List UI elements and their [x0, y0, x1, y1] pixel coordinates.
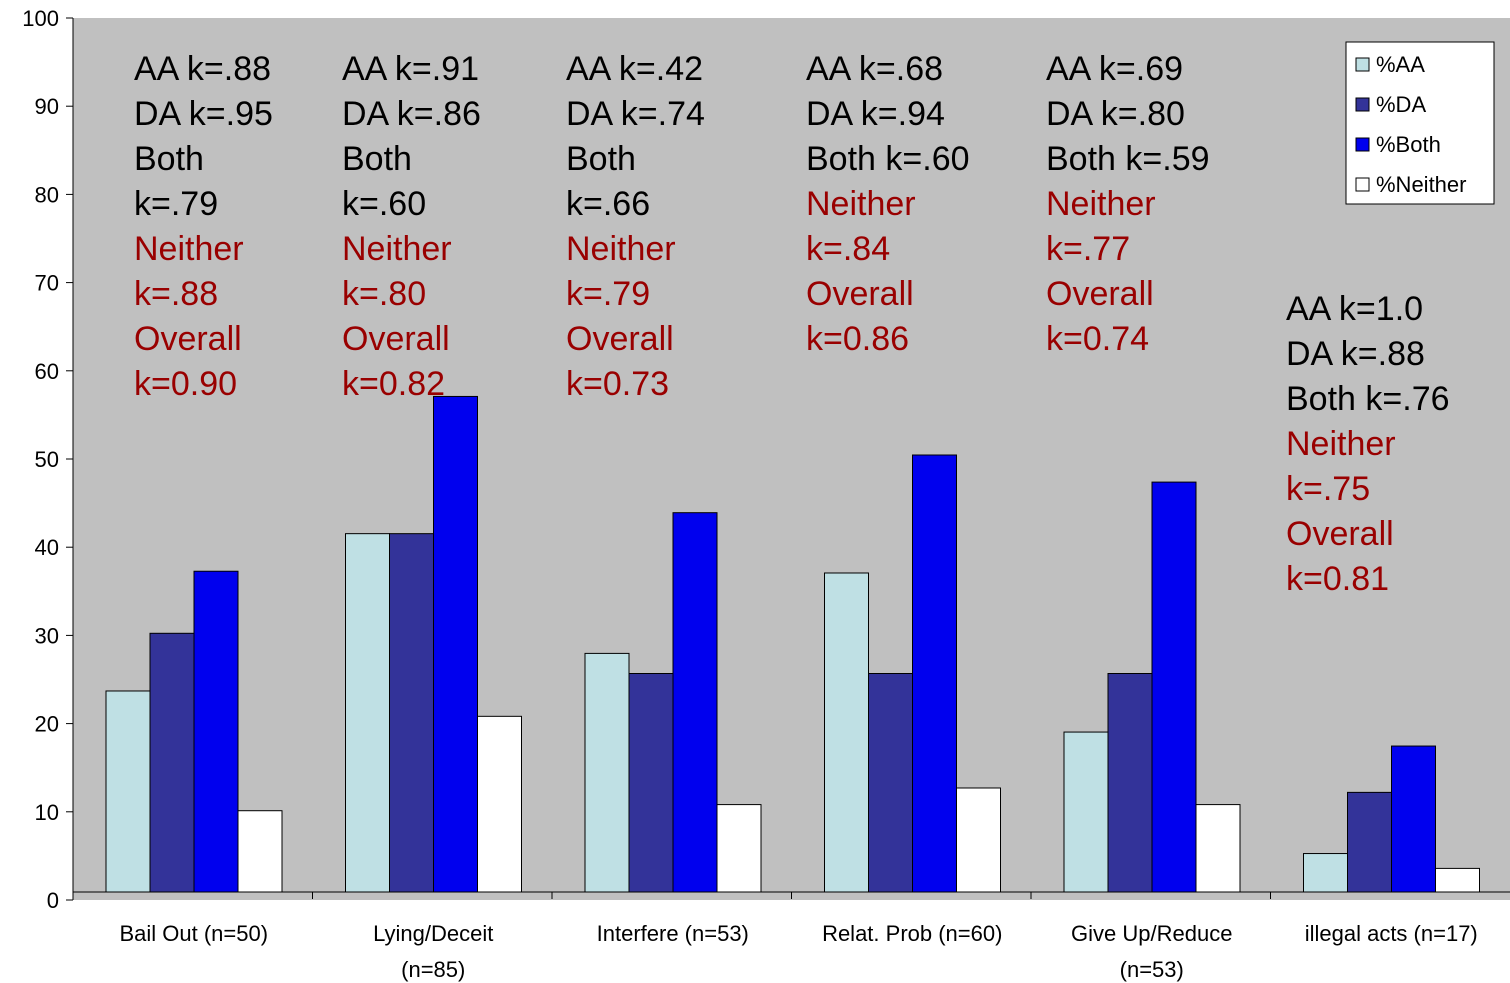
- legend-swatch: [1355, 137, 1370, 152]
- kappa-annotation: k=.79: [134, 185, 218, 223]
- kappa-annotation: Overall: [1046, 275, 1154, 313]
- kappa-annotation: Both: [342, 140, 412, 178]
- bar-neither: [1195, 804, 1241, 893]
- legend-swatch: [1355, 57, 1370, 72]
- bar-both: [912, 454, 957, 893]
- kappa-annotation: DA k=.88: [1286, 335, 1425, 373]
- category-label: illegal acts (n=17): [1305, 921, 1478, 946]
- kappa-annotation: k=0.86: [806, 320, 909, 358]
- kappa-annotation: k=.84: [806, 230, 890, 268]
- category-label: (n=85): [401, 957, 465, 982]
- bar-neither: [1435, 867, 1480, 893]
- bar-da: [1347, 791, 1392, 893]
- bar-da: [868, 673, 913, 893]
- kappa-annotation: Neither: [1046, 185, 1156, 223]
- legend-label: %Both: [1376, 132, 1441, 157]
- bar-both: [1391, 745, 1436, 893]
- kappa-annotation: Neither: [566, 230, 676, 268]
- bar-da: [628, 673, 674, 893]
- bar-both: [193, 570, 239, 893]
- kappa-annotation: DA k=.80: [1046, 95, 1185, 133]
- kappa-annotation: k=.60: [342, 185, 426, 223]
- kappa-annotation: DA k=.86: [342, 95, 481, 133]
- kappa-annotation: DA k=.74: [566, 95, 705, 133]
- kappa-annotation: AA k=.88: [134, 50, 271, 88]
- y-tick-label: 60: [35, 359, 59, 384]
- kappa-annotation: Overall: [806, 275, 914, 313]
- legend-swatch: [1355, 97, 1370, 112]
- kappa-annotation: k=.79: [566, 275, 650, 313]
- y-tick-label: 90: [35, 94, 59, 119]
- bar-aa: [824, 572, 869, 893]
- kappa-annotation: k=0.82: [342, 365, 445, 403]
- bar-aa: [1303, 853, 1348, 893]
- legend-label: %Neither: [1376, 172, 1466, 197]
- category-label: Bail Out (n=50): [119, 921, 268, 946]
- bar-aa: [1063, 731, 1109, 893]
- kappa-annotation: k=0.90: [134, 365, 237, 403]
- kappa-annotation: AA k=.69: [1046, 50, 1183, 88]
- kappa-annotation: AA k=1.0: [1286, 290, 1423, 328]
- bar-both: [672, 512, 718, 893]
- kappa-annotation: Overall: [566, 320, 674, 358]
- kappa-annotation: k=.66: [566, 185, 650, 223]
- legend-label: %DA: [1376, 92, 1426, 117]
- kappa-annotation: Overall: [1286, 515, 1394, 553]
- category-label: Interfere (n=53): [597, 921, 749, 946]
- y-tick-label: 20: [35, 712, 59, 737]
- y-tick-label: 100: [22, 6, 59, 31]
- kappa-annotation: k=.75: [1286, 470, 1370, 508]
- bar-neither: [716, 804, 762, 893]
- legend: [1345, 41, 1495, 205]
- bar-aa: [584, 652, 630, 893]
- kappa-annotation: AA k=.42: [566, 50, 703, 88]
- kappa-annotation: DA k=.95: [134, 95, 273, 133]
- kappa-annotation: Both k=.60: [806, 140, 970, 178]
- y-tick-label: 0: [47, 888, 59, 913]
- y-tick-label: 80: [35, 182, 59, 207]
- bar-da: [149, 632, 195, 893]
- y-tick-label: 50: [35, 447, 59, 472]
- category-label: Relat. Prob (n=60): [822, 921, 1002, 946]
- kappa-annotation: Neither: [806, 185, 916, 223]
- category-label: Lying/Deceit: [373, 921, 493, 946]
- y-tick-label: 70: [35, 271, 59, 296]
- kappa-annotation: DA k=.94: [806, 95, 945, 133]
- bar-both: [1151, 481, 1197, 893]
- kappa-annotation: k=0.81: [1286, 560, 1389, 598]
- kappa-annotation: Overall: [342, 320, 450, 358]
- category-label: Give Up/Reduce: [1071, 921, 1232, 946]
- bar-aa: [345, 533, 390, 893]
- kappa-annotation: Overall: [134, 320, 242, 358]
- kappa-annotation: Both: [566, 140, 636, 178]
- kappa-annotation: AA k=.91: [342, 50, 479, 88]
- kappa-annotation: k=0.73: [566, 365, 669, 403]
- bar-neither: [237, 810, 283, 893]
- y-tick-label: 10: [35, 800, 59, 825]
- bar-neither: [477, 715, 522, 893]
- bar-da: [389, 533, 434, 893]
- kappa-annotation: Neither: [1286, 425, 1396, 463]
- kappa-annotation: k=0.74: [1046, 320, 1149, 358]
- bar-both: [433, 395, 478, 893]
- kappa-annotation: k=.88: [134, 275, 218, 313]
- kappa-annotation: Neither: [134, 230, 244, 268]
- y-tick-label: 40: [35, 535, 59, 560]
- y-tick-label: 30: [35, 623, 59, 648]
- kappa-annotation: k=.77: [1046, 230, 1130, 268]
- kappa-annotation: AA k=.68: [806, 50, 943, 88]
- bar-aa: [105, 690, 151, 893]
- bar-da: [1107, 673, 1153, 893]
- legend-label: %AA: [1376, 52, 1425, 77]
- kappa-annotation: Both k=.76: [1286, 380, 1450, 418]
- kappa-annotation: Both k=.59: [1046, 140, 1210, 178]
- bar-neither: [956, 787, 1001, 893]
- plot-area: [73, 18, 1510, 900]
- kappa-annotation: k=.80: [342, 275, 426, 313]
- legend-swatch: [1355, 177, 1370, 192]
- category-label: (n=53): [1120, 957, 1184, 982]
- kappa-annotation: Neither: [342, 230, 452, 268]
- kappa-annotation: Both: [134, 140, 204, 178]
